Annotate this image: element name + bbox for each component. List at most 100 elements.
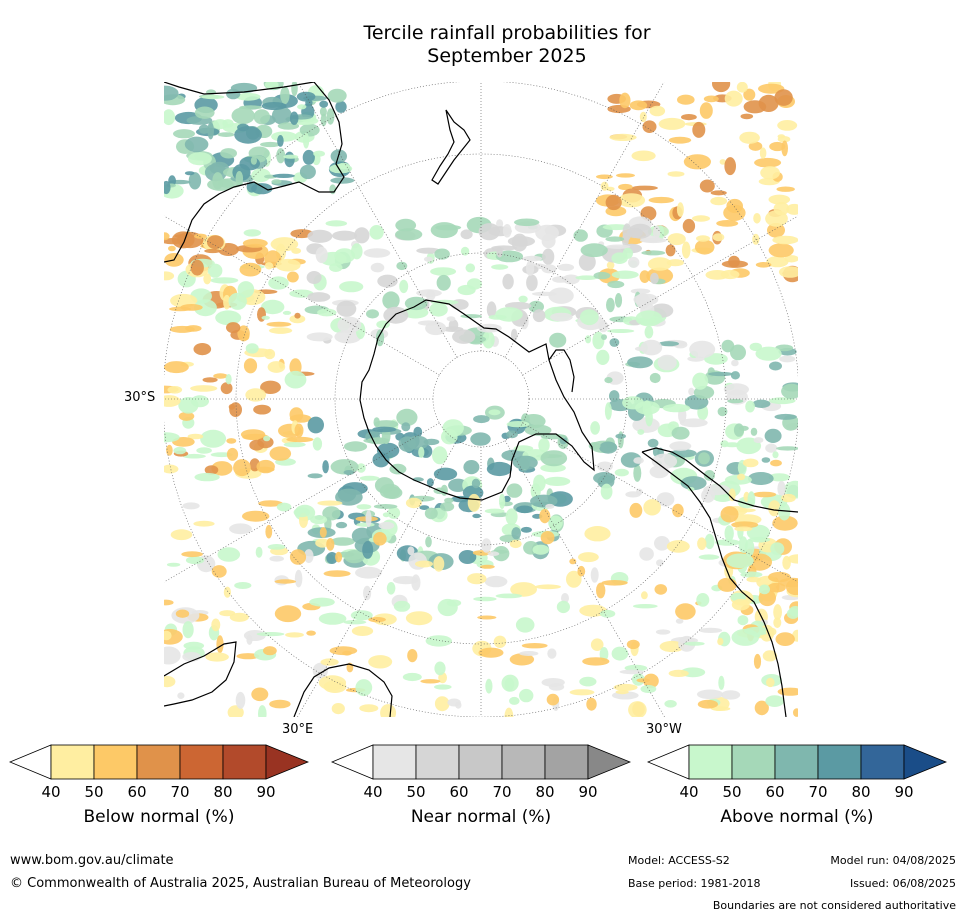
probability-patch [671,426,690,440]
probability-patch [718,675,725,690]
colorbar-max-arrow [587,744,631,780]
probability-patch [216,635,224,654]
probability-patch [416,247,441,254]
probability-patch [317,500,343,506]
probability-patch [446,316,456,322]
probability-patch [164,271,175,281]
probability-patch [201,94,225,100]
probability-patch [302,149,315,165]
probability-patch [470,432,491,446]
probability-patch [286,436,314,443]
probability-patch [696,593,710,607]
probability-patch [747,553,772,571]
probability-patch [452,329,476,344]
probability-patch [588,442,601,450]
probability-patch [335,488,363,506]
probability-patch [343,441,368,452]
probability-patch [606,261,615,270]
probability-patch [599,441,618,454]
probability-patch [396,408,418,427]
probability-patch [604,377,613,384]
probability-patch [710,196,728,206]
probability-patch [703,470,716,481]
probability-patch [374,420,399,429]
probability-patch [363,585,372,601]
probability-patch [416,289,442,297]
probability-patch [728,255,740,268]
probability-patch [366,309,379,319]
probability-patch [261,299,285,315]
footer-issued: Issued: 06/08/2025 [849,877,956,890]
probability-patch [692,215,710,222]
colorbar-tick-label: 90 [256,783,276,801]
probability-patch [754,700,769,716]
probability-patch [337,162,350,170]
probability-patch [239,262,262,277]
probability-patch [557,263,575,271]
probability-patch [482,331,495,349]
probability-patch [323,570,351,577]
probability-patch [223,294,231,310]
probability-patch [336,300,357,317]
probability-patch [761,457,771,463]
probability-patch [754,157,782,168]
probability-patch [723,383,750,396]
probability-patch [511,527,521,540]
probability-patch [270,237,299,252]
probability-patch [330,537,355,546]
probability-patch [628,701,647,717]
probability-patch [643,673,659,689]
probability-patch [540,531,555,545]
footer-base-period: Base period: 1981-2018 [628,877,761,890]
probability-patch [613,683,638,691]
probability-patch [299,164,316,180]
probability-patch [359,704,379,713]
probability-patch [514,218,540,227]
probability-patch [753,491,777,498]
probability-patch [166,444,173,456]
probability-patch [264,82,279,90]
probability-patch [769,141,786,152]
probability-patch [743,100,767,114]
probability-patch [556,600,570,614]
probability-patch [575,275,598,280]
probability-patch [786,203,798,215]
probability-patch [668,136,692,144]
colorbar-min-arrow [647,744,690,780]
probability-patch [699,102,713,119]
probability-patch [736,82,748,93]
probability-patch [773,617,782,628]
probability-patch [682,218,696,234]
footer-copyright: © Commonwealth of Australia 2025, Austra… [10,876,471,891]
probability-patch [611,270,639,279]
probability-patch [596,582,606,599]
probability-patch [590,421,600,435]
probability-patch [619,92,631,109]
probability-patch [485,678,493,694]
probability-patch [202,377,218,383]
probability-patch [752,233,760,245]
probability-patch [648,196,674,204]
probability-patch [615,433,626,439]
probability-patch [226,322,241,334]
probability-patch [211,618,221,632]
probability-patch [369,225,384,240]
probability-patch [484,508,505,514]
probability-patch [573,229,588,242]
probability-patch [719,159,726,165]
footer-disclaimer: Boundaries are not considered authoritat… [712,899,956,912]
probability-patch [467,493,481,512]
colorbar-min-arrow [9,744,52,780]
probability-patch [261,315,270,320]
colorbar-tick-label: 80 [213,783,233,801]
probability-patch [781,140,788,157]
probability-patch [239,156,260,171]
probability-patch [635,401,660,415]
probability-patch [655,629,671,635]
probability-patch [730,344,746,361]
probability-patch [545,503,555,509]
probability-patch [334,330,362,344]
probability-patch [235,171,244,186]
probability-patch [177,692,185,699]
probability-patch [164,180,171,195]
